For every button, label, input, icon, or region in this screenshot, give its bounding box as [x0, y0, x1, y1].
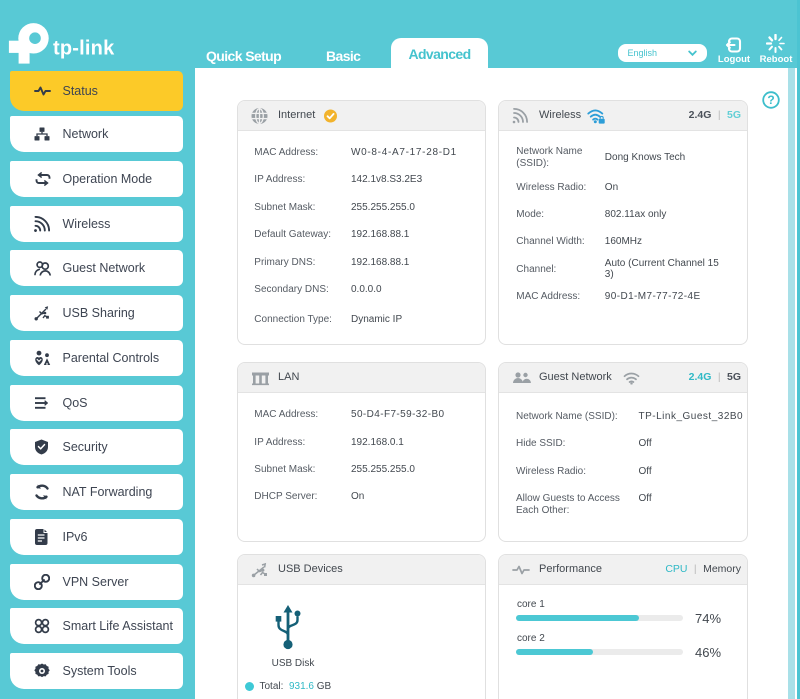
svg-text:?: ?: [767, 93, 774, 107]
svg-text:tp-link: tp-link: [53, 38, 115, 60]
